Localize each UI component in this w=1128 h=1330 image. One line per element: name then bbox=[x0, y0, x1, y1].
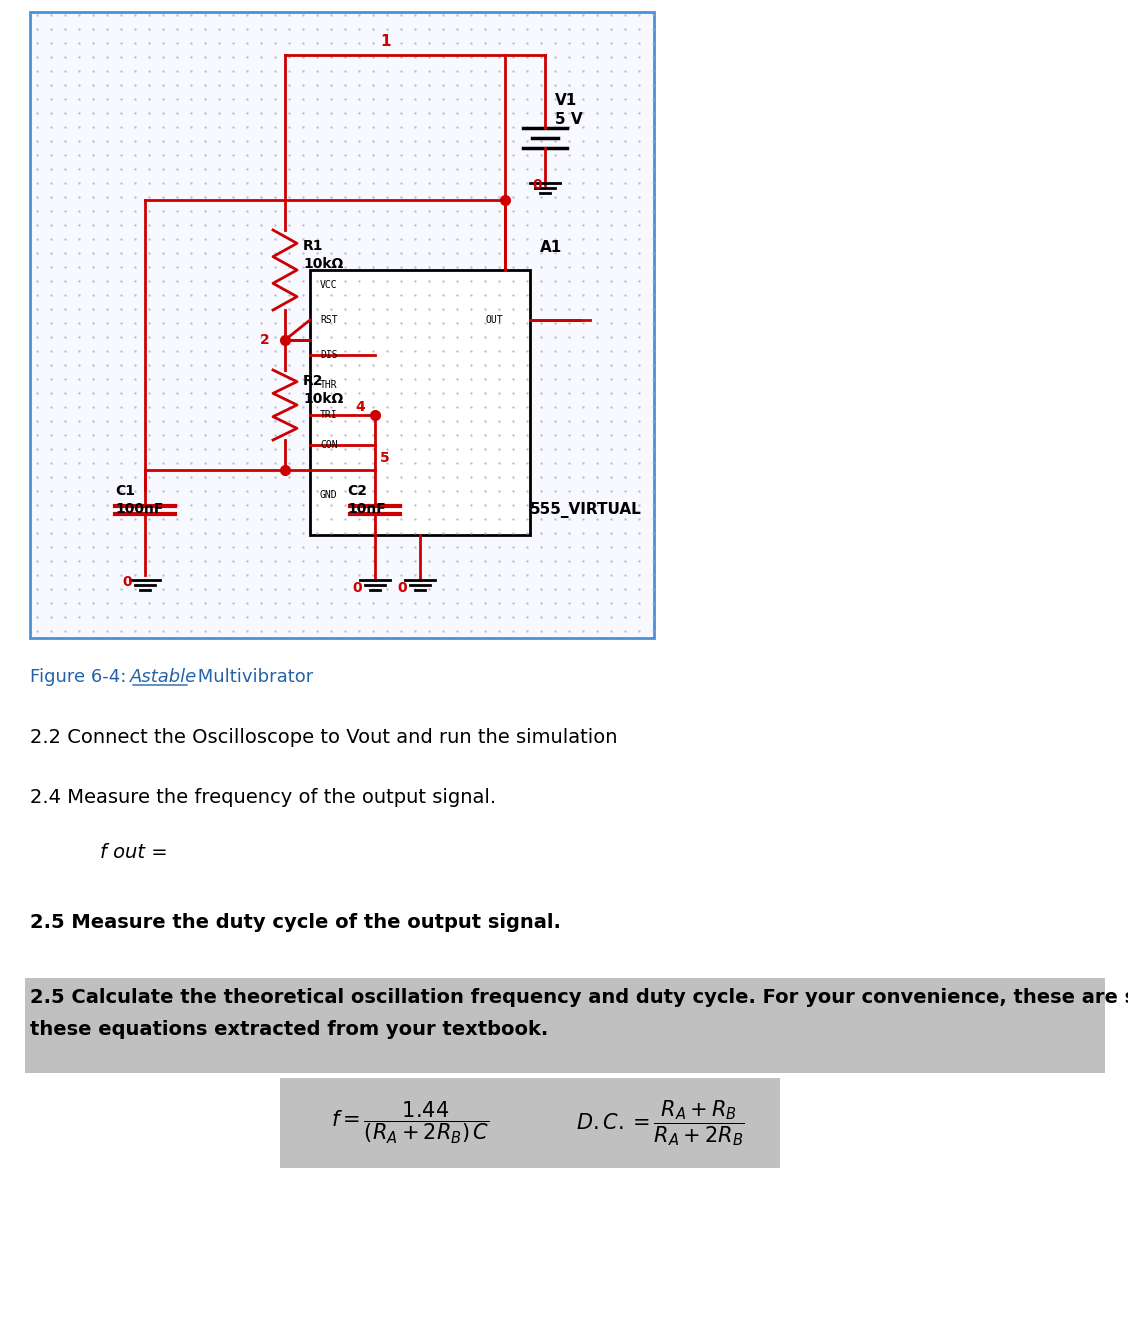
Bar bbox=[25, 978, 1105, 1073]
Bar bbox=[280, 1079, 779, 1168]
Text: VCC: VCC bbox=[320, 281, 337, 290]
Text: $D.C. = \dfrac{R_A + R_B}{R_A + 2R_B}$: $D.C. = \dfrac{R_A + R_B}{R_A + 2R_B}$ bbox=[575, 1099, 744, 1148]
Text: A1: A1 bbox=[540, 241, 562, 255]
Text: DIS: DIS bbox=[320, 350, 337, 360]
Bar bbox=[25, 1003, 515, 1068]
Text: 0: 0 bbox=[352, 581, 362, 595]
Text: TRI: TRI bbox=[320, 410, 337, 420]
Text: 0: 0 bbox=[532, 178, 541, 192]
Text: 555_VIRTUAL: 555_VIRTUAL bbox=[530, 501, 642, 517]
Text: Multivibrator: Multivibrator bbox=[192, 668, 314, 686]
Text: 5: 5 bbox=[380, 451, 390, 465]
Text: these equations extracted from your textbook.: these equations extracted from your text… bbox=[30, 1020, 548, 1039]
Text: 2.5 Calculate the theoretical oscillation frequency and duty cycle. For your con: 2.5 Calculate the theoretical oscillatio… bbox=[30, 988, 1128, 1007]
Text: CON: CON bbox=[320, 440, 337, 450]
Text: 2.5 Measure the duty cycle of the output signal.: 2.5 Measure the duty cycle of the output… bbox=[30, 912, 561, 932]
Text: 2: 2 bbox=[261, 332, 270, 347]
Text: f out =: f out = bbox=[100, 843, 168, 862]
Text: GND: GND bbox=[320, 489, 337, 500]
Text: Astable: Astable bbox=[130, 668, 197, 686]
Text: R2
10kΩ: R2 10kΩ bbox=[303, 374, 343, 406]
Text: 1: 1 bbox=[380, 35, 390, 49]
Bar bbox=[310, 270, 530, 535]
Text: V1
5 V: V1 5 V bbox=[555, 93, 583, 126]
Bar bbox=[30, 12, 654, 638]
Text: 0: 0 bbox=[397, 581, 407, 595]
Text: $f = \dfrac{1.44}{(R_A + 2R_B)\,C}$: $f = \dfrac{1.44}{(R_A + 2R_B)\,C}$ bbox=[331, 1100, 490, 1146]
Text: C2
10nF: C2 10nF bbox=[347, 484, 386, 516]
Text: OUT: OUT bbox=[485, 315, 503, 325]
Text: 4: 4 bbox=[355, 400, 365, 414]
Text: RST: RST bbox=[320, 315, 337, 325]
Text: THR: THR bbox=[320, 380, 337, 390]
Text: R1
10kΩ: R1 10kΩ bbox=[303, 239, 343, 270]
Text: Figure 6-4:: Figure 6-4: bbox=[30, 668, 132, 686]
Text: 2.4 Measure the frequency of the output signal.: 2.4 Measure the frequency of the output … bbox=[30, 787, 496, 807]
Text: C1
100nF: C1 100nF bbox=[115, 484, 164, 516]
Text: 0: 0 bbox=[122, 575, 132, 589]
Text: 2.2 Connect the Oscilloscope to Vout and run the simulation: 2.2 Connect the Oscilloscope to Vout and… bbox=[30, 728, 617, 747]
